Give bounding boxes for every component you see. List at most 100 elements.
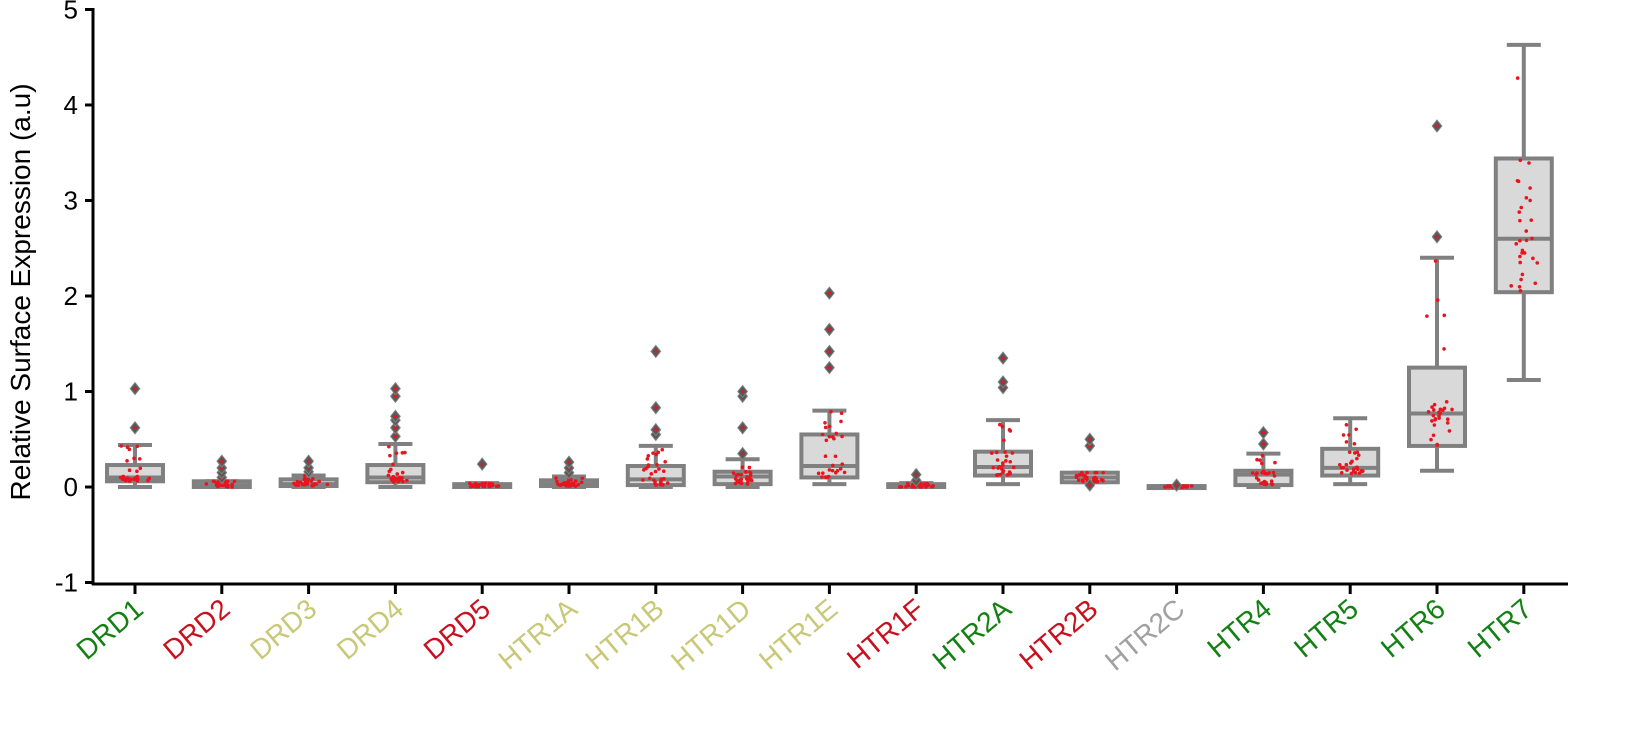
data-point xyxy=(296,483,301,487)
data-point xyxy=(1435,442,1439,447)
data-point xyxy=(580,476,585,481)
outlier-point xyxy=(133,426,137,430)
data-point xyxy=(739,481,744,486)
data-point xyxy=(919,484,923,489)
data-point xyxy=(997,465,1002,469)
data-point xyxy=(745,476,749,481)
data-point xyxy=(655,462,659,467)
data-point xyxy=(1000,424,1005,429)
data-point xyxy=(295,479,300,484)
data-point xyxy=(1349,471,1354,476)
data-point xyxy=(569,482,574,486)
data-point xyxy=(1185,485,1189,489)
x-tick-label-htr7: HTR7 xyxy=(1462,593,1538,664)
data-point xyxy=(1255,457,1259,462)
data-point xyxy=(1254,476,1259,480)
data-point xyxy=(573,479,578,483)
data-point xyxy=(1010,451,1015,455)
data-point xyxy=(1516,179,1521,184)
x-tick-label-htr6: HTR6 xyxy=(1375,593,1451,664)
x-tick-label-drd2: DRD2 xyxy=(157,593,235,666)
y-tick-label: 1 xyxy=(64,377,78,407)
outlier-point xyxy=(1435,235,1439,239)
data-point xyxy=(998,422,1002,427)
data-point xyxy=(1337,462,1342,467)
outlier-point xyxy=(914,472,918,477)
data-point xyxy=(1345,468,1349,472)
data-point xyxy=(230,485,234,489)
data-point xyxy=(910,485,914,489)
data-point xyxy=(731,471,736,475)
box-htr5 xyxy=(1320,416,1381,487)
data-point xyxy=(641,478,645,482)
data-point xyxy=(651,451,655,455)
data-point xyxy=(748,473,753,478)
outlier-point xyxy=(133,387,137,391)
data-point xyxy=(840,462,845,466)
data-point xyxy=(1450,407,1454,412)
data-point xyxy=(211,479,216,484)
data-point xyxy=(1260,453,1265,458)
data-point xyxy=(1189,484,1194,488)
data-point xyxy=(1425,314,1429,318)
data-point xyxy=(496,484,500,488)
outlier-point xyxy=(1175,483,1179,487)
outlier-point xyxy=(480,462,484,466)
data-point xyxy=(989,451,994,455)
data-point xyxy=(740,465,745,470)
outlier-point xyxy=(827,327,832,332)
data-point xyxy=(1085,470,1089,475)
data-point xyxy=(644,466,648,471)
data-point xyxy=(317,479,321,484)
data-point xyxy=(1524,229,1529,233)
data-point xyxy=(1514,242,1519,246)
y-tick-label: -1 xyxy=(55,568,78,598)
data-point xyxy=(824,438,829,443)
data-point xyxy=(1531,256,1535,261)
data-point xyxy=(562,481,567,485)
data-point xyxy=(483,481,488,486)
data-point xyxy=(1432,402,1437,407)
box-iqr xyxy=(1493,156,1554,295)
data-point xyxy=(1435,298,1440,302)
data-point xyxy=(395,472,400,476)
outlier-point xyxy=(393,394,397,398)
data-point xyxy=(1528,198,1532,203)
data-point xyxy=(292,481,296,486)
data-point xyxy=(394,451,399,455)
x-tick-label-htr5: HTR5 xyxy=(1288,593,1364,664)
box-htr2c xyxy=(1146,478,1207,492)
data-point xyxy=(995,473,999,477)
y-tick-label: 5 xyxy=(64,0,78,25)
data-point xyxy=(743,470,748,474)
data-point xyxy=(1264,480,1268,485)
data-point xyxy=(1520,272,1525,277)
data-point xyxy=(479,482,484,487)
y-tick-label: 0 xyxy=(64,472,78,502)
data-point xyxy=(823,454,828,459)
data-point xyxy=(1535,261,1540,265)
data-point xyxy=(1004,459,1008,463)
x-tick-label-htr2a: HTR2A xyxy=(927,593,1017,676)
data-point xyxy=(1081,479,1085,484)
data-point xyxy=(826,475,830,479)
data-point xyxy=(739,477,744,482)
x-tick-label-htr1e: HTR1E xyxy=(753,593,843,676)
data-point xyxy=(827,434,832,439)
data-point xyxy=(1361,469,1365,473)
data-point xyxy=(1091,477,1096,482)
data-point xyxy=(125,459,129,463)
data-point xyxy=(1101,470,1105,475)
data-point xyxy=(1267,471,1272,475)
data-point xyxy=(747,465,752,470)
data-point xyxy=(906,483,911,488)
box-htr2a xyxy=(973,351,1033,487)
data-point xyxy=(1515,76,1520,80)
data-point xyxy=(1530,236,1534,241)
data-point xyxy=(224,484,229,488)
data-point xyxy=(1426,410,1431,414)
data-point xyxy=(842,470,847,475)
data-point xyxy=(135,469,139,474)
outlier-point xyxy=(741,451,745,456)
data-point xyxy=(386,473,391,478)
